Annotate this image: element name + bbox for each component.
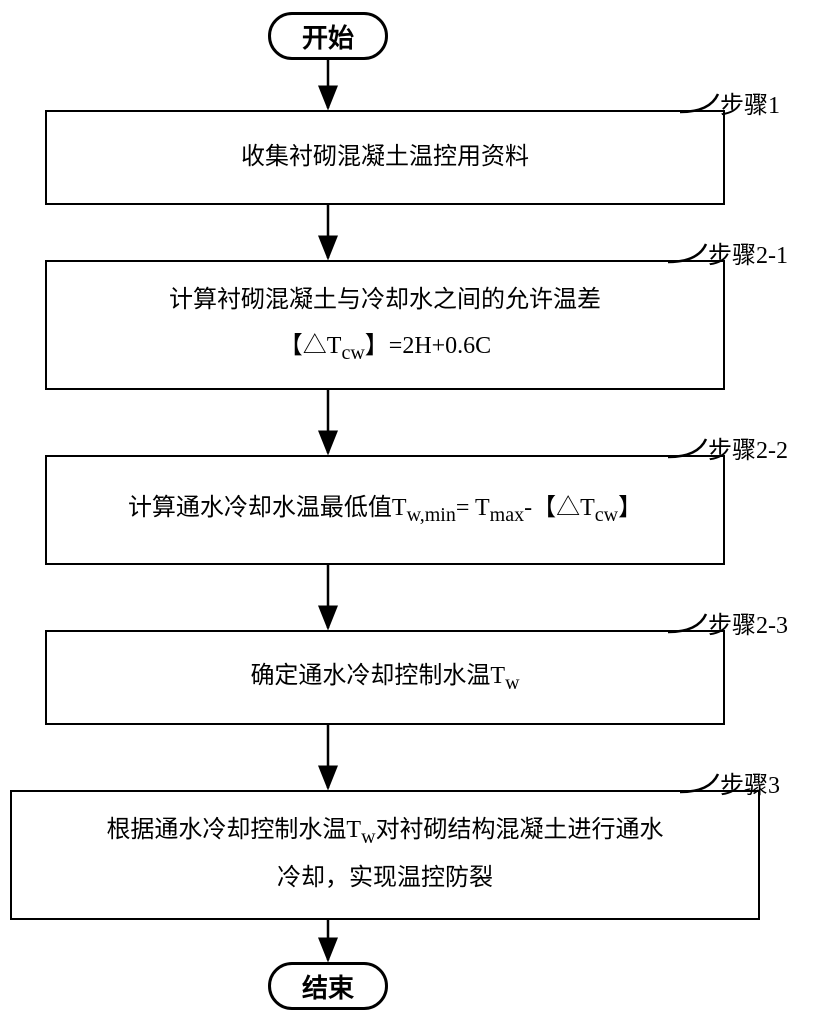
start-text: 开始 xyxy=(302,18,354,55)
step-2-1-label: 步骤2-1 xyxy=(708,235,788,270)
step-2-3-text: 确定通水冷却控制水温Tw xyxy=(250,654,519,702)
flowchart-canvas: 开始 收集衬砌混凝土温控用资料 步骤1 计算衬砌混凝土与冷却水之间的允许温差 【… xyxy=(0,0,817,1000)
step-2-2-box: 计算通水冷却水温最低值Tw,min= Tmax-【△Tcw】 xyxy=(45,455,725,565)
step-1-text: 收集衬砌混凝土温控用资料 xyxy=(241,135,529,181)
step-2-3-label: 步骤2-3 xyxy=(708,605,788,640)
end-text: 结束 xyxy=(302,968,354,1005)
step-2-1-text-1: 计算衬砌混凝土与冷却水之间的允许温差 xyxy=(169,278,601,324)
step-2-2-text: 计算通水冷却水温最低值Tw,min= Tmax-【△Tcw】 xyxy=(128,486,642,534)
step-2-2-label: 步骤2-2 xyxy=(708,430,788,465)
start-terminator: 开始 xyxy=(268,12,388,60)
step-3-text-1: 根据通水冷却控制水温Tw对衬砌结构混凝土进行通水 xyxy=(106,808,663,856)
step-3-label: 步骤3 xyxy=(720,765,780,800)
step-2-1-text-2: 【△Tcw】=2H+0.6C xyxy=(279,324,491,372)
end-terminator: 结束 xyxy=(268,962,388,1010)
step-3-box: 根据通水冷却控制水温Tw对衬砌结构混凝土进行通水 冷却，实现温控防裂 xyxy=(10,790,760,920)
step-1-box: 收集衬砌混凝土温控用资料 xyxy=(45,110,725,205)
step-2-1-box: 计算衬砌混凝土与冷却水之间的允许温差 【△Tcw】=2H+0.6C xyxy=(45,260,725,390)
step-1-label: 步骤1 xyxy=(720,85,780,120)
step-3-text-2: 冷却，实现温控防裂 xyxy=(277,856,493,902)
step-2-3-box: 确定通水冷却控制水温Tw xyxy=(45,630,725,725)
